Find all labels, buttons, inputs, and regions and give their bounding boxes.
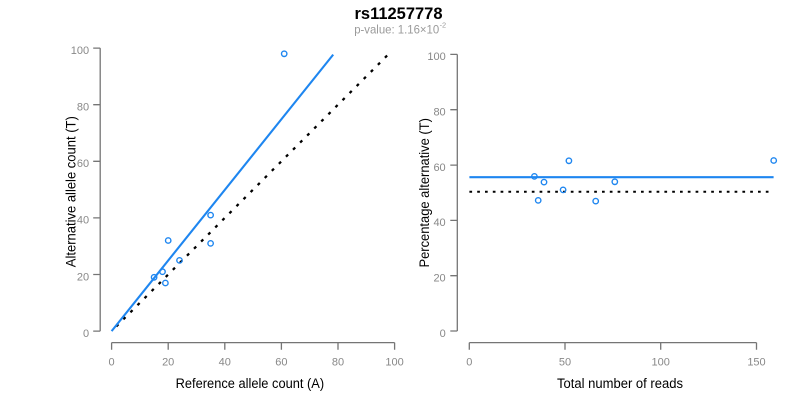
- svg-text:60: 60: [433, 162, 445, 174]
- svg-text:60: 60: [77, 158, 89, 170]
- svg-text:0: 0: [466, 357, 472, 369]
- svg-text:20: 20: [162, 357, 174, 369]
- svg-text:50: 50: [559, 357, 571, 369]
- svg-text:Percentage alternative (T): Percentage alternative (T): [417, 118, 432, 267]
- svg-text:100: 100: [427, 51, 445, 63]
- svg-text:-2: -2: [440, 21, 447, 30]
- svg-text:40: 40: [219, 357, 231, 369]
- svg-text:80: 80: [77, 102, 89, 114]
- svg-text:100: 100: [652, 357, 670, 369]
- svg-text:150: 150: [747, 357, 765, 369]
- svg-text:0: 0: [440, 328, 446, 340]
- svg-text:80: 80: [433, 107, 445, 119]
- svg-text:100: 100: [385, 357, 403, 369]
- svg-text:0: 0: [109, 357, 115, 369]
- svg-text:Total number of reads: Total number of reads: [557, 376, 683, 391]
- svg-text:0: 0: [83, 328, 89, 340]
- svg-text:100: 100: [71, 45, 89, 57]
- svg-text:rs11257778: rs11257778: [355, 5, 443, 23]
- svg-text:40: 40: [77, 215, 89, 227]
- svg-text:p-value: 1.16×10: p-value: 1.16×10: [354, 23, 439, 37]
- svg-text:80: 80: [332, 357, 344, 369]
- svg-text:40: 40: [433, 217, 445, 229]
- svg-text:20: 20: [433, 273, 445, 285]
- svg-text:60: 60: [275, 357, 287, 369]
- svg-text:20: 20: [77, 271, 89, 283]
- svg-text:Reference allele count (A): Reference allele count (A): [176, 376, 325, 391]
- svg-text:Alternative allele count (T): Alternative allele count (T): [64, 116, 79, 267]
